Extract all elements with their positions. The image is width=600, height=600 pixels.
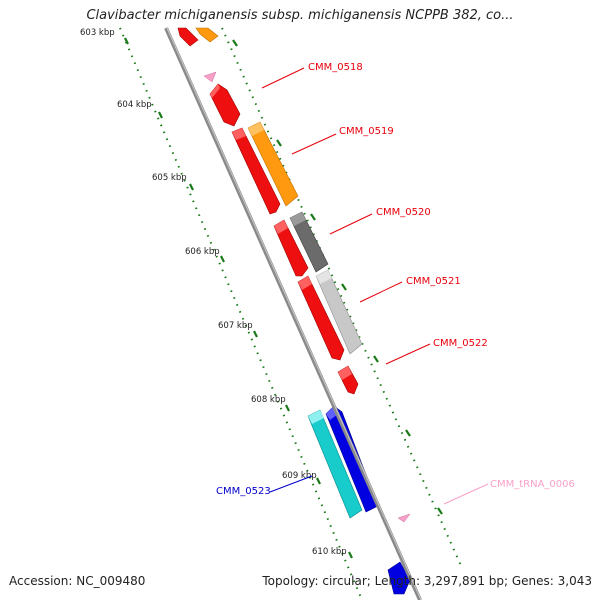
trna-mark-top[interactable] (203, 71, 217, 83)
scale-label-608: 608 kbp (251, 395, 286, 405)
inner-major-ticks (232, 39, 443, 515)
gene-features (177, 27, 411, 595)
inner-dotted-track (221, 27, 463, 569)
scale-label-610: 610 kbp (312, 547, 347, 557)
scale-label-603: 603 kbp (80, 28, 115, 38)
label-cmm-0523: CMM_0523 (216, 486, 271, 497)
outer-major-ticks (124, 37, 353, 559)
gene-top-orange[interactable] (195, 27, 219, 43)
label-cmm-0522: CMM_0522 (433, 338, 488, 349)
scale-label-609: 609 kbp (282, 471, 317, 481)
scale-label-607: 607 kbp (218, 321, 253, 331)
scale-labels: 603 kbp 604 kbp 605 kbp 606 kbp 607 kbp … (80, 28, 347, 557)
gene-bottom-blue[interactable] (387, 561, 411, 595)
gene-top-red[interactable] (177, 27, 199, 47)
accession-label: Accession: NC_009480 (9, 574, 146, 588)
gene-labels: CMM_0518 CMM_0519 CMM_0520 CMM_0521 CMM_… (216, 62, 575, 497)
label-cmm-0521: CMM_0521 (406, 276, 461, 287)
label-connectors (261, 67, 489, 505)
label-cmm-0518: CMM_0518 (308, 62, 363, 73)
scale-label-604: 604 kbp (117, 100, 152, 110)
label-cmm-trna-0006: CMM_tRNA_0006 (490, 479, 575, 490)
map-title: Clavibacter michiganensis subsp. michiga… (0, 8, 600, 23)
backbone (164, 27, 422, 600)
scale-label-605: 605 kbp (152, 173, 187, 183)
genome-summary: Topology: circular; Length: 3,297,891 bp… (262, 574, 592, 588)
scale-label-606: 606 kbp (185, 247, 220, 257)
outer-dotted-track (119, 27, 363, 600)
label-cmm-0519: CMM_0519 (339, 126, 394, 137)
label-cmm-0520: CMM_0520 (376, 207, 431, 218)
trna-mark-0006[interactable] (397, 513, 411, 523)
